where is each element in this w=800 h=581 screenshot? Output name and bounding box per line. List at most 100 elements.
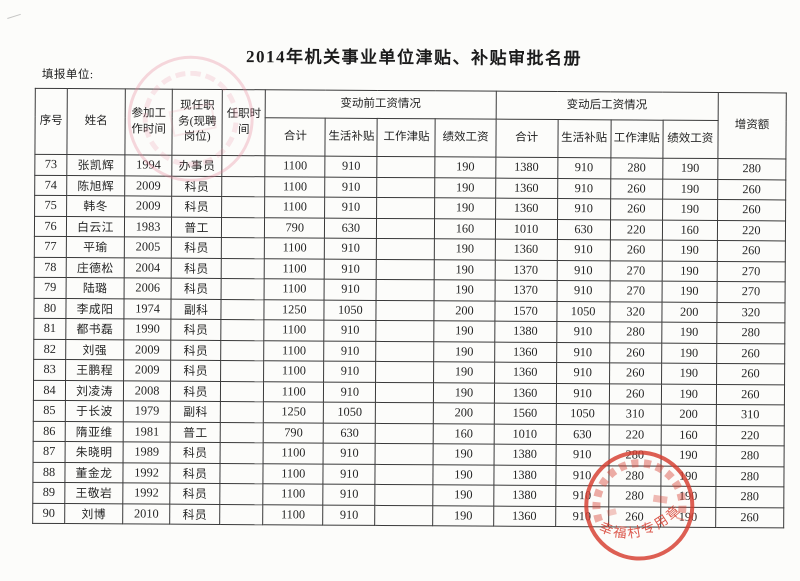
cell-before_total: 1100	[263, 360, 325, 382]
cell-before_work	[376, 217, 436, 239]
cell-position: 科员	[171, 175, 223, 197]
scan-artifact-mark	[7, 13, 24, 27]
cell-work_start: 1990	[123, 318, 172, 340]
cell-before_living: 910	[324, 340, 377, 362]
cell-before_living: 910	[324, 238, 377, 259]
cell-index: 88	[32, 461, 66, 483]
cell-tenure	[220, 462, 264, 484]
cell-before_work	[376, 258, 435, 280]
cell-index: 75	[34, 195, 67, 217]
cell-before_total: 790	[264, 217, 325, 239]
cell-tenure	[221, 237, 265, 259]
cell-after_living: 910	[557, 157, 611, 179]
cell-before_perf: 190	[434, 259, 495, 281]
cell-tenure	[220, 380, 264, 402]
cell-after_living: 910	[555, 465, 609, 486]
cell-work_start: 2009	[124, 195, 172, 217]
cell-after_work: 220	[608, 424, 662, 446]
cell-after_perf: 160	[662, 219, 718, 241]
cell-before_work	[375, 361, 435, 383]
cell-before_perf: 190	[433, 484, 494, 506]
header-before-living: 生活补贴	[325, 118, 378, 157]
cell-work_start: 2009	[124, 175, 172, 197]
cell-position: 办事员	[171, 155, 223, 176]
cell-after_living: 630	[557, 219, 611, 240]
cell-work_start: 2009	[123, 359, 171, 381]
cell-name: 陆璐	[66, 277, 125, 299]
cell-name: 平瑜	[66, 236, 125, 258]
cell-after_work: 270	[609, 260, 663, 282]
cell-name: 王鹏程	[65, 359, 124, 381]
cell-after_work: 260	[609, 362, 662, 384]
cell-before_living: 910	[324, 197, 378, 218]
cell-before_living: 910	[323, 504, 376, 526]
cell-after_total: 1370	[494, 280, 557, 302]
cell-position: 副科	[171, 298, 222, 320]
cell-after_perf: 160	[660, 424, 717, 446]
cell-tenure	[219, 503, 264, 525]
cell-before_living: 910	[323, 443, 376, 464]
cell-name: 董金龙	[64, 462, 124, 483]
cell-after_total: 1010	[494, 218, 558, 240]
cell-before_perf: 160	[434, 218, 496, 240]
cell-index: 79	[34, 277, 67, 299]
cell-increase: 260	[717, 240, 786, 262]
cell-before_work	[377, 176, 436, 198]
cell-after_total: 1360	[494, 362, 557, 384]
cell-before_living: 630	[324, 217, 377, 239]
cell-after_perf: 190	[660, 465, 716, 487]
cell-tenure	[221, 319, 265, 341]
cell-after_perf: 190	[661, 383, 717, 405]
cell-work_start: 2006	[124, 277, 172, 299]
cell-name: 都书磊	[65, 318, 125, 340]
cell-before_living: 1050	[323, 402, 376, 423]
cell-tenure	[221, 257, 265, 279]
cell-index: 73	[34, 154, 67, 176]
cell-after_total: 1360	[495, 177, 558, 199]
cell-name: 李成阳	[65, 298, 125, 319]
cell-after_work: 260	[609, 383, 662, 405]
cell-before_living: 630	[323, 422, 376, 444]
cell-before_work	[375, 443, 434, 465]
cell-before_work	[376, 279, 435, 301]
cell-before_living: 910	[323, 361, 377, 382]
header-before-group: 变动前工资情况	[265, 89, 496, 120]
cell-index: 87	[33, 441, 66, 463]
cell-before_perf: 190	[433, 464, 494, 486]
cell-increase: 280	[716, 322, 785, 344]
cell-work_start: 1981	[123, 421, 171, 443]
cell-after_work: 260	[609, 239, 663, 261]
cell-before_total: 1100	[263, 381, 324, 403]
cell-increase: 220	[717, 220, 786, 241]
cell-work_start: 1994	[124, 154, 173, 176]
cell-before_total: 1250	[264, 299, 325, 321]
page-title: 2014年机关事业单位津贴、补贴审批名册	[245, 47, 583, 69]
cell-position: 科员	[170, 462, 221, 484]
cell-before_total: 1100	[264, 176, 326, 198]
cell-before_work	[375, 463, 434, 485]
cell-before_total: 1100	[264, 237, 325, 259]
header-work-start: 参加工作时间	[125, 88, 173, 156]
cell-before_total: 1250	[263, 401, 324, 423]
cell-after_living: 1050	[555, 403, 610, 425]
cell-after_perf: 200	[661, 301, 717, 323]
cell-after_living: 910	[555, 506, 609, 527]
cell-increase: 270	[716, 261, 786, 282]
cell-tenure	[220, 339, 265, 361]
cell-before_perf: 190	[435, 177, 496, 199]
cell-before_living: 910	[323, 381, 376, 403]
header-name: 姓名	[66, 88, 126, 155]
cell-index: 78	[34, 256, 67, 278]
cell-after_work: 220	[610, 219, 663, 241]
cell-position: 科员	[171, 278, 222, 299]
cell-tenure	[220, 442, 264, 464]
cell-position: 副科	[170, 401, 221, 422]
cell-after_perf: 200	[661, 404, 717, 426]
cell-after_living: 910	[556, 260, 610, 281]
cell-index: 74	[34, 174, 67, 196]
cell-increase: 260	[717, 179, 786, 200]
cell-after_work: 270	[609, 280, 662, 302]
cell-before_living: 910	[324, 279, 377, 300]
cell-after_living: 910	[557, 178, 611, 199]
